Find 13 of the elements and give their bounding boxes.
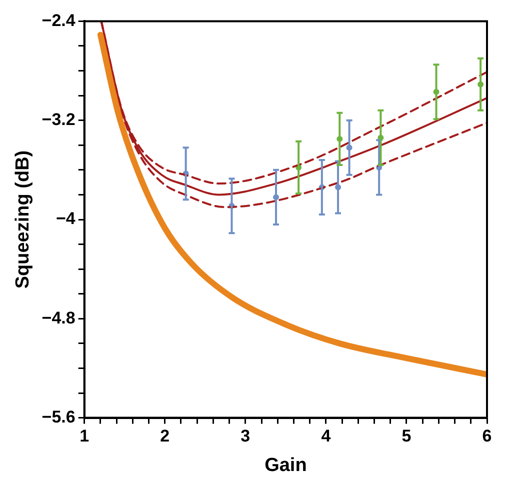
y-axis-title: Squeezing (dB) xyxy=(12,150,34,289)
y-tick-label: −4.8 xyxy=(42,308,76,328)
x-tick-label: 6 xyxy=(482,426,492,446)
x-tick-label: 2 xyxy=(160,426,170,446)
x-tick-label: 3 xyxy=(240,426,250,446)
y-tick-label: −2.4 xyxy=(42,10,76,30)
y-tick-label: −4 xyxy=(56,209,76,228)
y-tick-label: −5.6 xyxy=(42,407,76,426)
x-tick-label: 4 xyxy=(321,426,332,446)
y-tick-label: −3.2 xyxy=(42,110,76,130)
x-tick-label: 5 xyxy=(402,426,412,446)
x-tick-label: 1 xyxy=(80,426,90,446)
x-axis-title: Gain xyxy=(264,454,307,476)
